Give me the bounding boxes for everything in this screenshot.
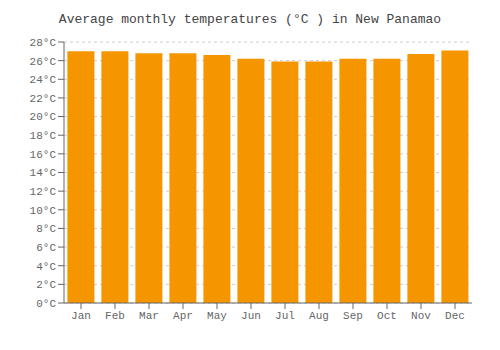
svg-text:Feb: Feb xyxy=(105,310,125,322)
svg-text:28°C: 28°C xyxy=(30,37,57,49)
svg-text:2°C: 2°C xyxy=(36,279,56,291)
svg-text:12°C: 12°C xyxy=(30,186,57,198)
svg-text:Nov: Nov xyxy=(411,310,431,322)
svg-text:22°C: 22°C xyxy=(30,93,57,105)
svg-text:26°C: 26°C xyxy=(30,56,57,68)
svg-text:Oct: Oct xyxy=(377,310,397,322)
svg-text:Jun: Jun xyxy=(241,310,261,322)
svg-text:Mar: Mar xyxy=(139,310,159,322)
svg-text:18°C: 18°C xyxy=(30,130,57,142)
svg-text:May: May xyxy=(207,310,227,322)
svg-text:8°C: 8°C xyxy=(36,223,56,235)
svg-text:10°C: 10°C xyxy=(30,205,57,217)
svg-text:Aug: Aug xyxy=(309,310,329,322)
svg-text:24°C: 24°C xyxy=(30,74,57,86)
svg-text:0°C: 0°C xyxy=(36,298,56,310)
svg-text:6°C: 6°C xyxy=(36,242,56,254)
svg-text:16°C: 16°C xyxy=(30,149,57,161)
svg-text:Jul: Jul xyxy=(275,310,295,322)
svg-text:Apr: Apr xyxy=(173,310,193,322)
html-text:Average monthly temperatures (: Average monthly temperatures (°C ) in Ne… xyxy=(58,12,442,27)
svg-text:20°C: 20°C xyxy=(30,111,57,123)
svg-text:Jan: Jan xyxy=(71,310,91,322)
svg-text:14°C: 14°C xyxy=(30,167,57,179)
svg-text:Dec: Dec xyxy=(445,310,465,322)
svg-text:Sep: Sep xyxy=(343,310,363,322)
svg-text:4°C: 4°C xyxy=(36,261,56,273)
